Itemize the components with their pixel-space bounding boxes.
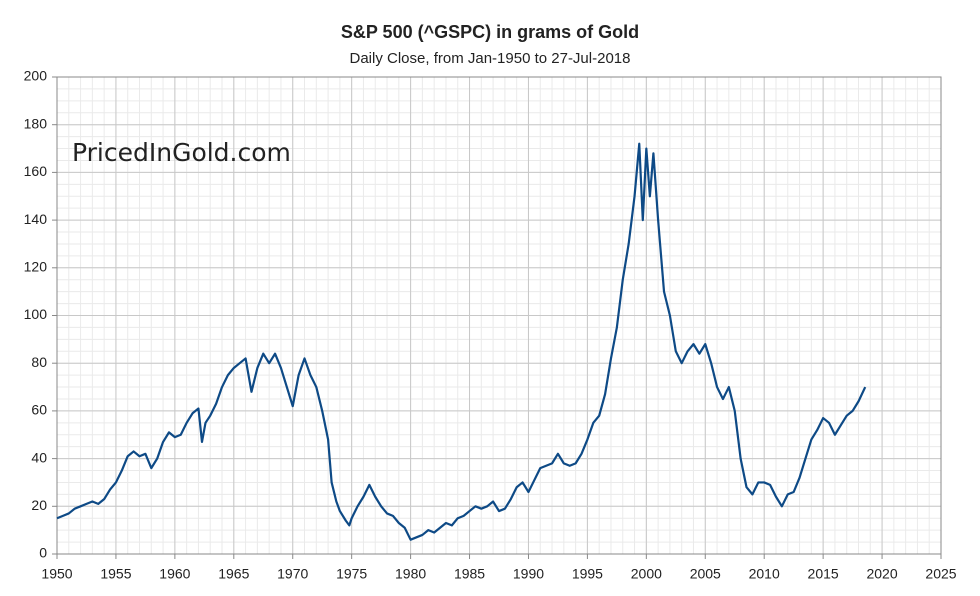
x-tick-label: 1980: [395, 566, 426, 582]
y-tick-label: 120: [24, 259, 48, 275]
x-tick-label: 2005: [690, 566, 721, 582]
y-tick-label: 140: [24, 211, 48, 227]
chart-subtitle: Daily Close, from Jan-1950 to 27-Jul-201…: [350, 50, 631, 67]
y-tick-label: 160: [24, 163, 48, 179]
y-tick-label: 80: [31, 354, 47, 370]
x-tick-label: 1950: [41, 566, 72, 582]
x-tick-label: 1975: [336, 566, 367, 582]
x-tick-label: 1970: [277, 566, 308, 582]
y-tick-label: 180: [24, 115, 48, 131]
y-tick-label: 40: [31, 449, 47, 465]
y-tick-label: 0: [39, 545, 47, 561]
x-tick-label: 1995: [572, 566, 603, 582]
x-tick-label: 2025: [925, 566, 956, 582]
plot-frame: [56, 76, 942, 555]
x-tick-label: 2010: [749, 566, 780, 582]
x-tick-label: 1985: [454, 566, 485, 582]
y-tick-label: 20: [31, 497, 47, 513]
x-tick-label: 1965: [218, 566, 249, 582]
y-tick-label: 60: [31, 402, 47, 418]
x-tick-label: 1990: [513, 566, 544, 582]
y-tick-label: 200: [24, 68, 48, 84]
watermark: PricedInGold.com: [72, 138, 291, 167]
y-tick-label: 100: [24, 306, 48, 322]
chart-title: S&P 500 (^GSPC) in grams of Gold: [341, 22, 639, 42]
x-tick-label: 2015: [808, 566, 839, 582]
x-tick-label: 2000: [631, 566, 662, 582]
x-tick-label: 1955: [100, 566, 131, 582]
x-tick-label: 1960: [159, 566, 190, 582]
data-line: [56, 142, 867, 541]
x-tick-label: 2020: [866, 566, 897, 582]
